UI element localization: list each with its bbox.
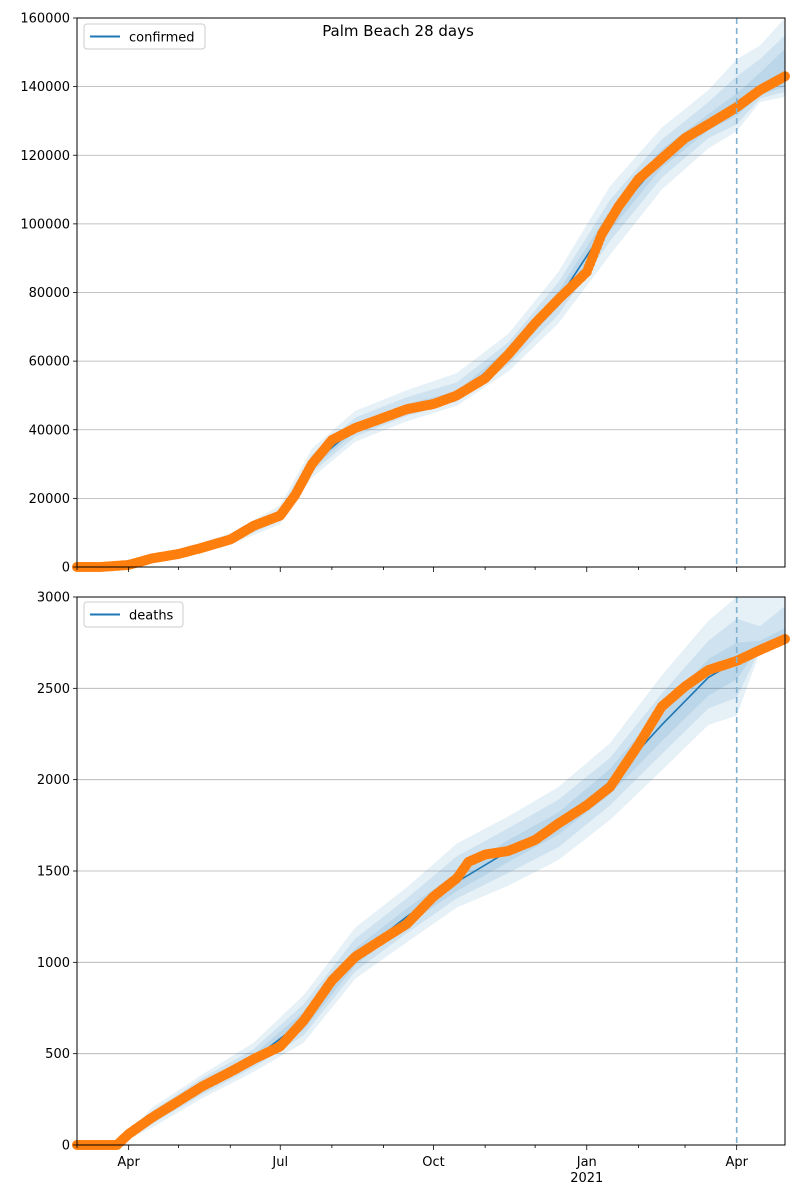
confirmed-y-tick-label: 0	[62, 561, 70, 576]
deaths-y-tick-label: 1000	[37, 956, 70, 971]
confirmed-legend-label: confirmed	[129, 31, 195, 46]
deaths-legend-box	[83, 601, 184, 628]
deaths-x-tick-label: Jul	[271, 1155, 288, 1170]
confirmed-grid	[77, 86, 785, 499]
deaths-y-tick-label: 0	[62, 1139, 70, 1154]
deaths-panel: 0 500 1000 1500 2000 2500 3000 Apr Jul Oct Jan202…	[37, 591, 790, 1186]
confirmed-y-tick-label: 60000	[29, 355, 70, 370]
deaths-x-tick-label: Apr	[725, 1155, 748, 1170]
confirmed-y-tick-label: 120000	[20, 149, 70, 164]
deaths-x-tick-sublabel: 2021	[570, 1171, 603, 1186]
deaths-x-tick-label: Apr	[117, 1155, 140, 1170]
deaths-band-2	[77, 606, 785, 1145]
deaths-y-tick-label: 3000	[37, 591, 70, 606]
deaths-band-3	[77, 628, 785, 1145]
confirmed-panel: 0 20000 40000 60000 80000 100000 120000 140000 1…	[20, 12, 790, 576]
deaths-bands	[77, 597, 785, 1145]
figure-title: Palm Beach 28 days	[322, 22, 474, 40]
deaths-x-tick-label: Oct	[422, 1155, 444, 1170]
deaths-y-tick-label: 2000	[37, 773, 70, 788]
confirmed-y-tick-label: 100000	[20, 217, 70, 232]
deaths-y-tick-label: 2500	[37, 682, 70, 697]
deaths-y-tick-label: 1500	[37, 865, 70, 880]
deaths-points	[72, 634, 790, 1150]
deaths-y-axis: 0 500 1000 1500 2000 2500 3000	[37, 591, 77, 1154]
confirmed-y-tick-label: 80000	[29, 286, 70, 301]
confirmed-points	[72, 71, 790, 572]
confirmed-y-tick-label: 40000	[29, 423, 70, 438]
confirmed-x-axis	[76, 567, 738, 572]
confirmed-legend: confirmed	[83, 23, 206, 50]
deaths-band-1	[77, 597, 785, 1145]
confirmed-y-tick-label: 160000	[20, 12, 70, 27]
deaths-grid	[77, 687, 785, 1055]
deaths-legend: deaths	[83, 601, 184, 628]
confirmed-y-tick-label: 20000	[29, 492, 70, 507]
confirmed-legend-box	[83, 23, 206, 50]
deaths-x-tick-label: Jan	[576, 1155, 597, 1170]
deaths-y-tick-label: 500	[45, 1047, 70, 1062]
confirmed-y-axis: 0 20000 40000 60000 80000 100000 120000 140000 1…	[20, 12, 77, 576]
deaths-legend-label: deaths	[129, 609, 174, 624]
confirmed-y-tick-label: 140000	[20, 80, 70, 95]
